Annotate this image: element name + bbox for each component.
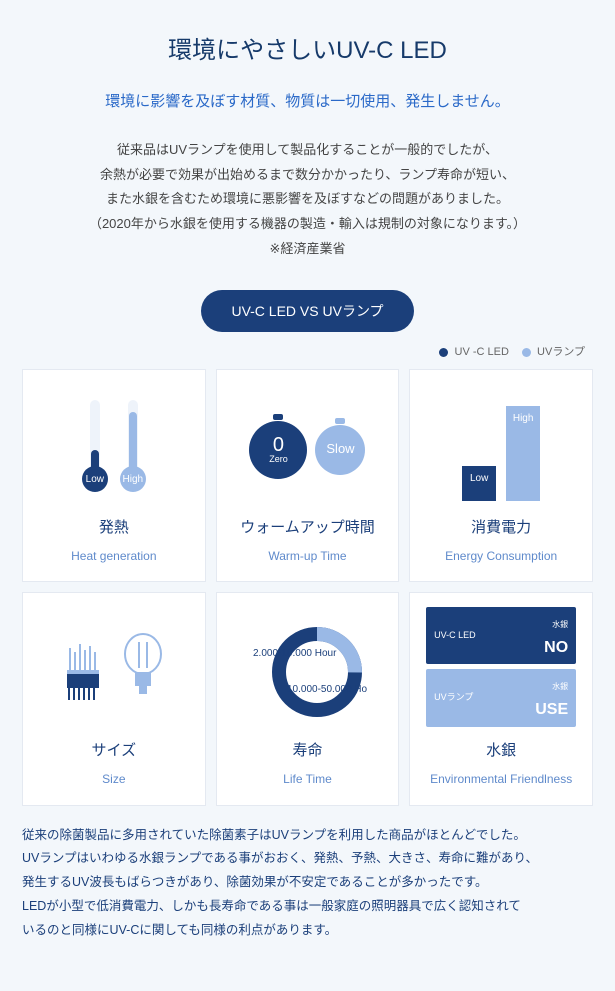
- bar-lamp: High: [506, 406, 540, 501]
- card-energy-title-jp: 消費電力: [418, 514, 584, 543]
- card-heat-title-jp: 発熱: [31, 514, 197, 543]
- page-title: 環境にやさしいUV-C LED: [22, 28, 593, 74]
- footer-text: 従来の除菌製品に多用されていた除菌素子はUVランプを利用した商品がほとんどでした…: [22, 824, 593, 943]
- svg-text:2.000-10.000 Hour: 2.000-10.000 Hour: [253, 648, 337, 659]
- comparison-pill: UV-C LED VS UVランプ: [201, 290, 413, 333]
- card-life-title-en: Life Time: [225, 768, 391, 791]
- card-size-title-en: Size: [31, 768, 197, 791]
- legend: UV -C LED UVランプ: [22, 342, 593, 363]
- comparison-grid: Low High 発熱 Heat generation 0 Zero: [22, 369, 593, 806]
- heat-figure: Low High: [31, 382, 197, 510]
- card-size-title-jp: サイズ: [31, 737, 197, 766]
- thermometer-lamp-icon: High: [120, 400, 146, 492]
- mercury-row-led: UV-C LED 水銀 NO: [426, 607, 576, 664]
- life-figure: 2.000-10.000 Hour 10.000-50.000 Hour: [225, 605, 391, 733]
- legend-dot-lamp: [522, 348, 531, 357]
- subtitle: 環境に影響を及ぼす材質、物質は一切使用、発生しません。: [22, 88, 593, 117]
- warmup-figure: 0 Zero Slow: [225, 382, 391, 510]
- card-mercury-title-jp: 水銀: [418, 737, 584, 766]
- card-heat: Low High 発熱 Heat generation: [22, 369, 206, 582]
- svg-text:10.000-50.000 Hour: 10.000-50.000 Hour: [287, 684, 367, 695]
- intro-text: 従来品はUVランプを使用して製品化することが一般的でしたが、 余熱が必要で効果が…: [22, 138, 593, 261]
- card-mercury: UV-C LED 水銀 NO UVランプ 水銀 USE 水銀 Environme…: [409, 592, 593, 805]
- energy-figure: Low High: [418, 382, 584, 510]
- size-figure: [31, 605, 197, 733]
- card-energy-title-en: Energy Consumption: [418, 545, 584, 568]
- legend-label-led: UV -C LED: [455, 346, 509, 358]
- card-life: 2.000-10.000 Hour 10.000-50.000 Hour 寿命 …: [216, 592, 400, 805]
- stopwatch-led-icon: 0 Zero: [249, 414, 307, 479]
- uv-lamp-bulb-icon: [119, 630, 167, 708]
- card-warmup-title-en: Warm-up Time: [225, 545, 391, 568]
- card-mercury-title-en: Environmental Friendlness: [418, 768, 584, 791]
- led-chip-icon: [61, 634, 105, 704]
- lifetime-ring-icon: 2.000-10.000 Hour 10.000-50.000 Hour: [247, 614, 367, 724]
- card-energy: Low High 消費電力 Energy Consumption: [409, 369, 593, 582]
- mercury-figure: UV-C LED 水銀 NO UVランプ 水銀 USE: [418, 605, 584, 733]
- card-size: サイズ Size: [22, 592, 206, 805]
- legend-label-lamp: UVランプ: [537, 346, 585, 358]
- card-warmup-title-jp: ウォームアップ時間: [225, 514, 391, 543]
- card-life-title-jp: 寿命: [225, 737, 391, 766]
- bar-led: Low: [462, 466, 496, 501]
- mercury-row-lamp: UVランプ 水銀 USE: [426, 669, 576, 726]
- stopwatch-lamp-icon: Slow: [315, 418, 365, 475]
- card-heat-title-en: Heat generation: [31, 545, 197, 568]
- thermometer-led-icon: Low: [82, 400, 108, 492]
- legend-dot-led: [439, 348, 448, 357]
- card-warmup: 0 Zero Slow ウォームアップ時間 Warm-up Time: [216, 369, 400, 582]
